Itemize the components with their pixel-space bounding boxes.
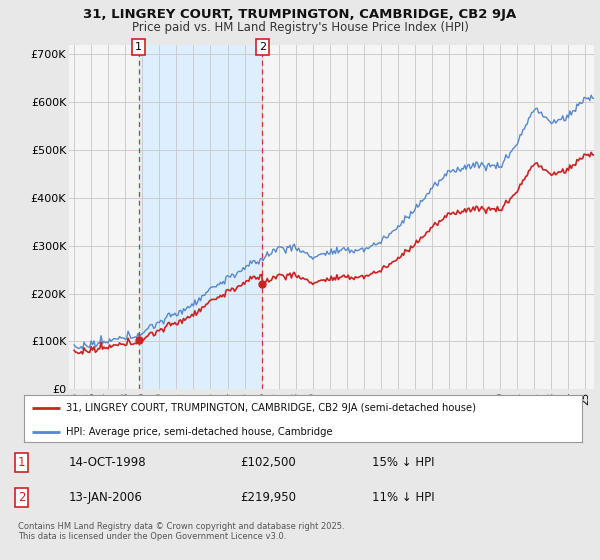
Bar <box>139 45 262 389</box>
Text: 2: 2 <box>18 491 25 503</box>
Text: Price paid vs. HM Land Registry's House Price Index (HPI): Price paid vs. HM Land Registry's House … <box>131 21 469 34</box>
Text: HPI: Average price, semi-detached house, Cambridge: HPI: Average price, semi-detached house,… <box>66 427 332 437</box>
Text: 31, LINGREY COURT, TRUMPINGTON, CAMBRIDGE, CB2 9JA: 31, LINGREY COURT, TRUMPINGTON, CAMBRIDG… <box>83 8 517 21</box>
Text: 14-OCT-1998: 14-OCT-1998 <box>69 456 146 469</box>
Text: 1: 1 <box>18 456 25 469</box>
Text: 11% ↓ HPI: 11% ↓ HPI <box>372 491 434 503</box>
Text: 13-JAN-2006: 13-JAN-2006 <box>69 491 143 503</box>
Text: 15% ↓ HPI: 15% ↓ HPI <box>372 456 434 469</box>
Text: Contains HM Land Registry data © Crown copyright and database right 2025.
This d: Contains HM Land Registry data © Crown c… <box>18 522 344 541</box>
Text: £102,500: £102,500 <box>240 456 296 469</box>
Text: 2: 2 <box>259 42 266 52</box>
Text: 1: 1 <box>135 42 142 52</box>
Text: £219,950: £219,950 <box>240 491 296 503</box>
Text: 31, LINGREY COURT, TRUMPINGTON, CAMBRIDGE, CB2 9JA (semi-detached house): 31, LINGREY COURT, TRUMPINGTON, CAMBRIDG… <box>66 403 476 413</box>
